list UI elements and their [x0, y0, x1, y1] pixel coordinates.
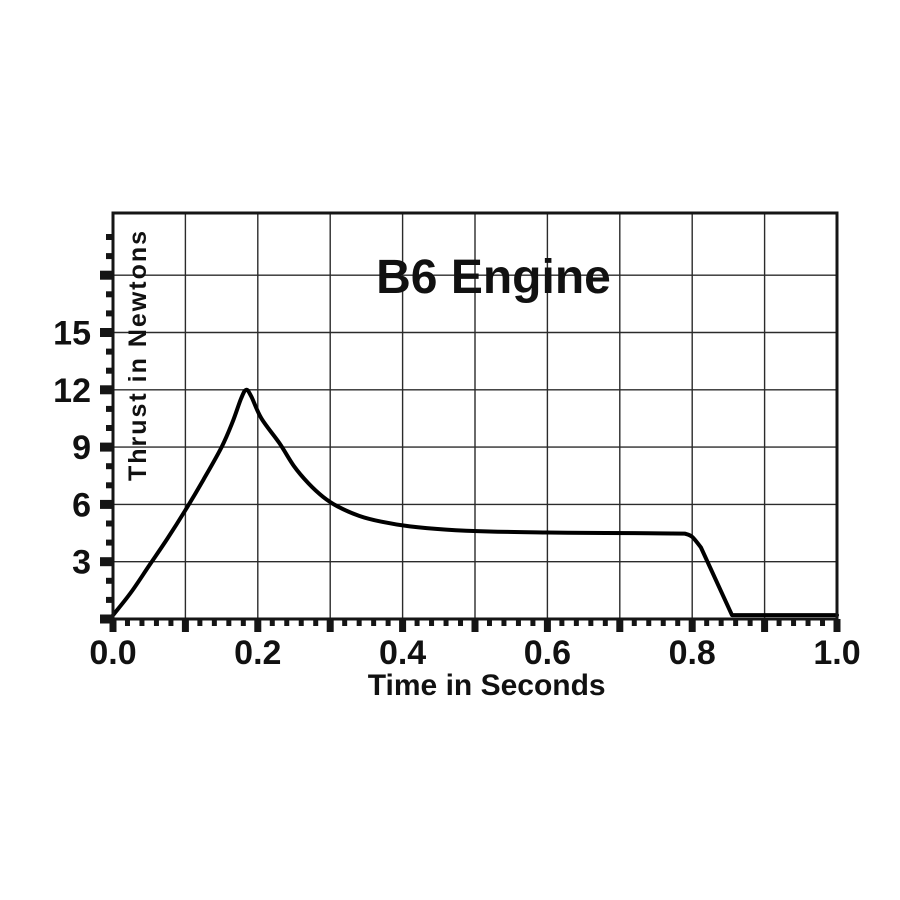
svg-text:1.0: 1.0	[813, 634, 860, 672]
svg-text:B6 Engine: B6 Engine	[376, 251, 611, 304]
svg-text:Time in Seconds: Time in Seconds	[368, 669, 606, 702]
svg-text:0.2: 0.2	[234, 634, 281, 672]
svg-text:6: 6	[72, 486, 91, 524]
svg-text:0.4: 0.4	[379, 634, 426, 672]
svg-text:0.8: 0.8	[669, 634, 716, 672]
svg-text:3: 3	[72, 544, 91, 582]
svg-text:Thrust in Newtons: Thrust in Newtons	[124, 229, 152, 481]
svg-text:0.0: 0.0	[89, 634, 136, 672]
svg-text:0.6: 0.6	[524, 634, 571, 672]
svg-text:9: 9	[72, 429, 91, 467]
svg-text:12: 12	[53, 372, 91, 410]
svg-text:15: 15	[53, 315, 91, 353]
